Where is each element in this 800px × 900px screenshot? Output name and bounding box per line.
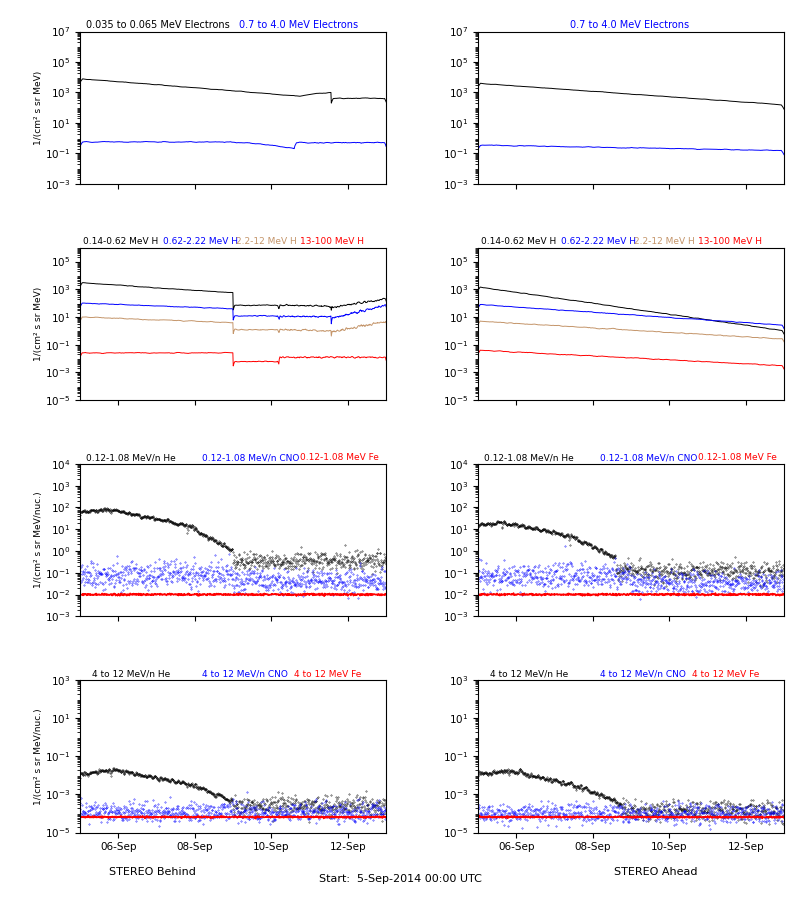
Text: STEREO Behind: STEREO Behind (109, 867, 195, 877)
Text: 2.2-12 MeV H: 2.2-12 MeV H (236, 238, 297, 247)
Text: 4 to 12 MeV Fe: 4 to 12 MeV Fe (294, 670, 362, 679)
Y-axis label: 1/(cm² s sr MeV/nuc.): 1/(cm² s sr MeV/nuc.) (34, 708, 43, 805)
Text: 0.12-1.08 MeV Fe: 0.12-1.08 MeV Fe (300, 454, 379, 463)
Text: 4 to 12 MeV/n CNO: 4 to 12 MeV/n CNO (202, 670, 288, 679)
Y-axis label: 1/(cm² s sr MeV): 1/(cm² s sr MeV) (34, 287, 43, 361)
Text: 0.12-1.08 MeV/n He: 0.12-1.08 MeV/n He (86, 454, 176, 463)
Text: 0.12-1.08 MeV/n CNO: 0.12-1.08 MeV/n CNO (202, 454, 300, 463)
Text: 0.12-1.08 MeV/n He: 0.12-1.08 MeV/n He (484, 454, 574, 463)
Text: Start:  5-Sep-2014 00:00 UTC: Start: 5-Sep-2014 00:00 UTC (318, 874, 482, 884)
Text: 0.62-2.22 MeV H: 0.62-2.22 MeV H (561, 238, 635, 247)
Y-axis label: 1/(cm² s sr MeV): 1/(cm² s sr MeV) (34, 70, 43, 145)
Text: 0.12-1.08 MeV/n CNO: 0.12-1.08 MeV/n CNO (600, 454, 698, 463)
Text: STEREO Ahead: STEREO Ahead (614, 867, 698, 877)
Text: 0.14-0.62 MeV H: 0.14-0.62 MeV H (83, 238, 158, 247)
Y-axis label: 1/(cm² s sr MeV/nuc.): 1/(cm² s sr MeV/nuc.) (34, 491, 43, 589)
Text: 13-100 MeV H: 13-100 MeV H (300, 238, 364, 247)
Text: 13-100 MeV H: 13-100 MeV H (698, 238, 762, 247)
Text: 4 to 12 MeV/n He: 4 to 12 MeV/n He (92, 670, 170, 679)
Text: 4 to 12 MeV/n CNO: 4 to 12 MeV/n CNO (600, 670, 686, 679)
Text: 4 to 12 MeV/n He: 4 to 12 MeV/n He (490, 670, 569, 679)
Text: 0.12-1.08 MeV Fe: 0.12-1.08 MeV Fe (698, 454, 777, 463)
Text: 2.2-12 MeV H: 2.2-12 MeV H (634, 238, 694, 247)
Text: 0.62-2.22 MeV H: 0.62-2.22 MeV H (162, 238, 238, 247)
Text: 4 to 12 MeV Fe: 4 to 12 MeV Fe (692, 670, 759, 679)
Text: 0.7 to 4.0 MeV Electrons: 0.7 to 4.0 MeV Electrons (570, 20, 689, 30)
Text: 0.14-0.62 MeV H: 0.14-0.62 MeV H (481, 238, 556, 247)
Text: 0.7 to 4.0 MeV Electrons: 0.7 to 4.0 MeV Electrons (239, 20, 358, 30)
Text: 0.035 to 0.065 MeV Electrons: 0.035 to 0.065 MeV Electrons (86, 20, 230, 30)
